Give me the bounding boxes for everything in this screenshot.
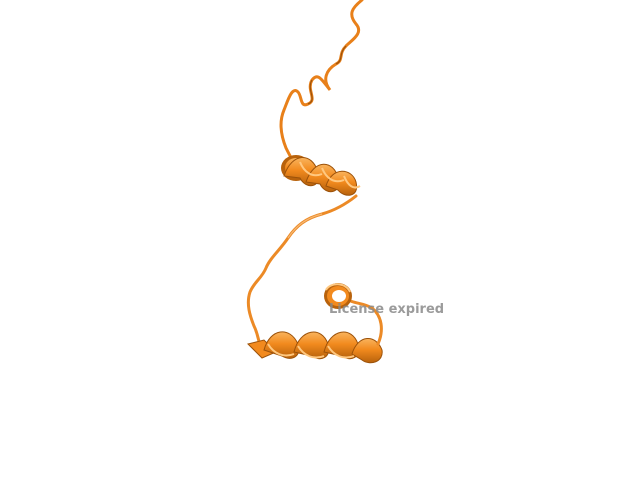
coil-c-terminal xyxy=(344,296,383,346)
alpha-helix-lower xyxy=(247,331,383,364)
helix-turn-terminal xyxy=(324,283,352,309)
coil-n-terminal xyxy=(279,0,364,164)
alpha-helix-upper xyxy=(281,155,361,196)
coil-linker xyxy=(246,194,358,346)
